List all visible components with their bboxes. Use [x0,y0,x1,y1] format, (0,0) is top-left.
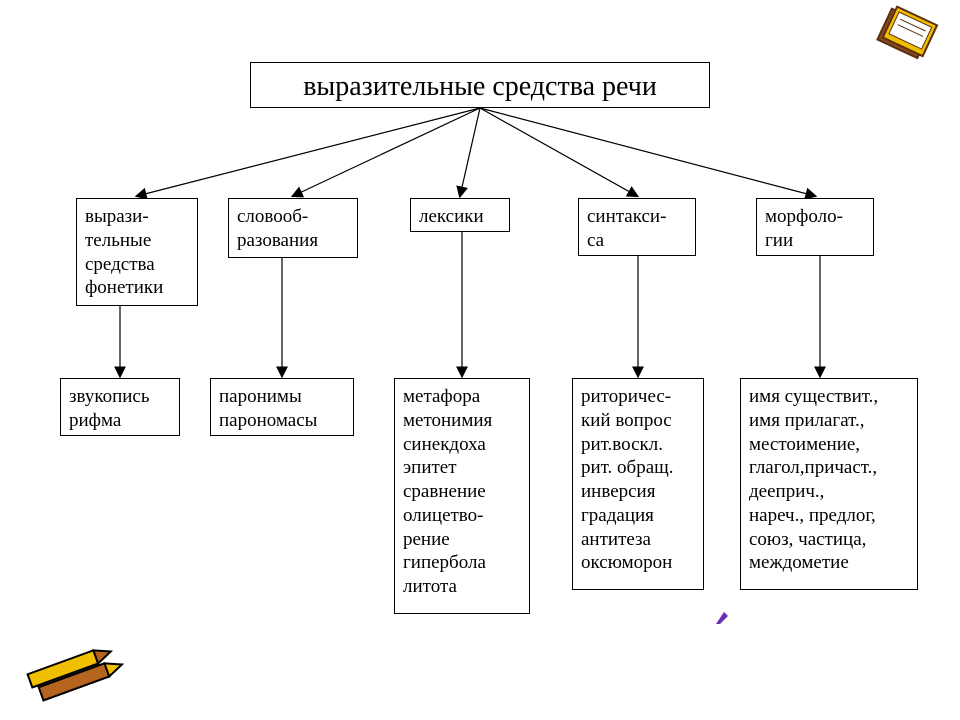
root-node: выразительные средства речи [250,62,710,108]
root-label: выразительные средства речи [303,71,657,102]
node-syntax-label: синтакси-са [587,206,666,251]
node-morphology: морфоло-гии [756,198,874,256]
node-lexicon-label: лексики [419,206,484,227]
leaf-lexicon: метафораметонимиясинекдохаэпитетсравнени… [394,378,530,614]
leaf-wordformation-label: паронимыпарономасы [219,386,317,431]
leaf-syntax: риторичес-кий вопросрит.воскл.рит. обращ… [572,378,704,590]
node-lexicon: лексики [410,198,510,232]
leaf-morphology: имя существит.,имя прилагат.,местоимение… [740,378,918,590]
clipart-purple-mark-icon [714,610,730,626]
clipart-pencils-icon [20,628,130,718]
node-syntax: синтакси-са [578,198,696,256]
leaf-wordformation: паронимыпарономасы [210,378,354,436]
node-phonetics: вырази-тельныесредствафонетики [76,198,198,306]
clipart-book-icon [862,0,952,80]
leaf-lexicon-label: метафораметонимиясинекдохаэпитетсравнени… [403,386,492,597]
node-morphology-label: морфоло-гии [765,206,843,251]
node-wordformation: словооб-разования [228,198,358,258]
leaf-syntax-label: риторичес-кий вопросрит.воскл.рит. обращ… [581,386,674,573]
leaf-phonetics-label: звукописьрифма [69,386,150,431]
leaf-morphology-label: имя существит.,имя прилагат.,местоимение… [749,386,878,573]
leaf-phonetics: звукописьрифма [60,378,180,436]
node-phonetics-label: вырази-тельныесредствафонетики [85,206,163,298]
node-wordformation-label: словооб-разования [237,206,318,251]
